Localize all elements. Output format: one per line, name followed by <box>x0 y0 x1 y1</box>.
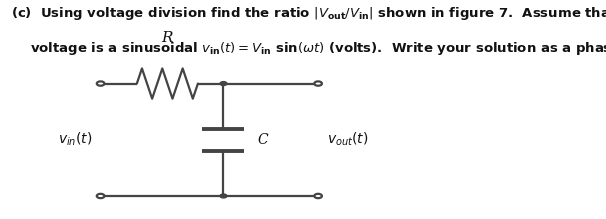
Text: (c)  Using voltage division find the ratio $|V_{\mathregular{out}}/V_{\mathregul: (c) Using voltage division find the rati… <box>11 5 606 22</box>
Circle shape <box>220 82 227 85</box>
Text: $v_{out}(t)$: $v_{out}(t)$ <box>327 131 368 148</box>
Text: C: C <box>258 133 268 147</box>
Circle shape <box>220 194 227 198</box>
Text: $v_{in}(t)$: $v_{in}(t)$ <box>58 131 93 148</box>
Text: voltage is a sinusoidal $v_{\mathregular{in}}(t) = V_{\mathregular{in}}$ $\mathr: voltage is a sinusoidal $v_{\mathregular… <box>30 40 606 57</box>
Text: R: R <box>162 31 173 45</box>
